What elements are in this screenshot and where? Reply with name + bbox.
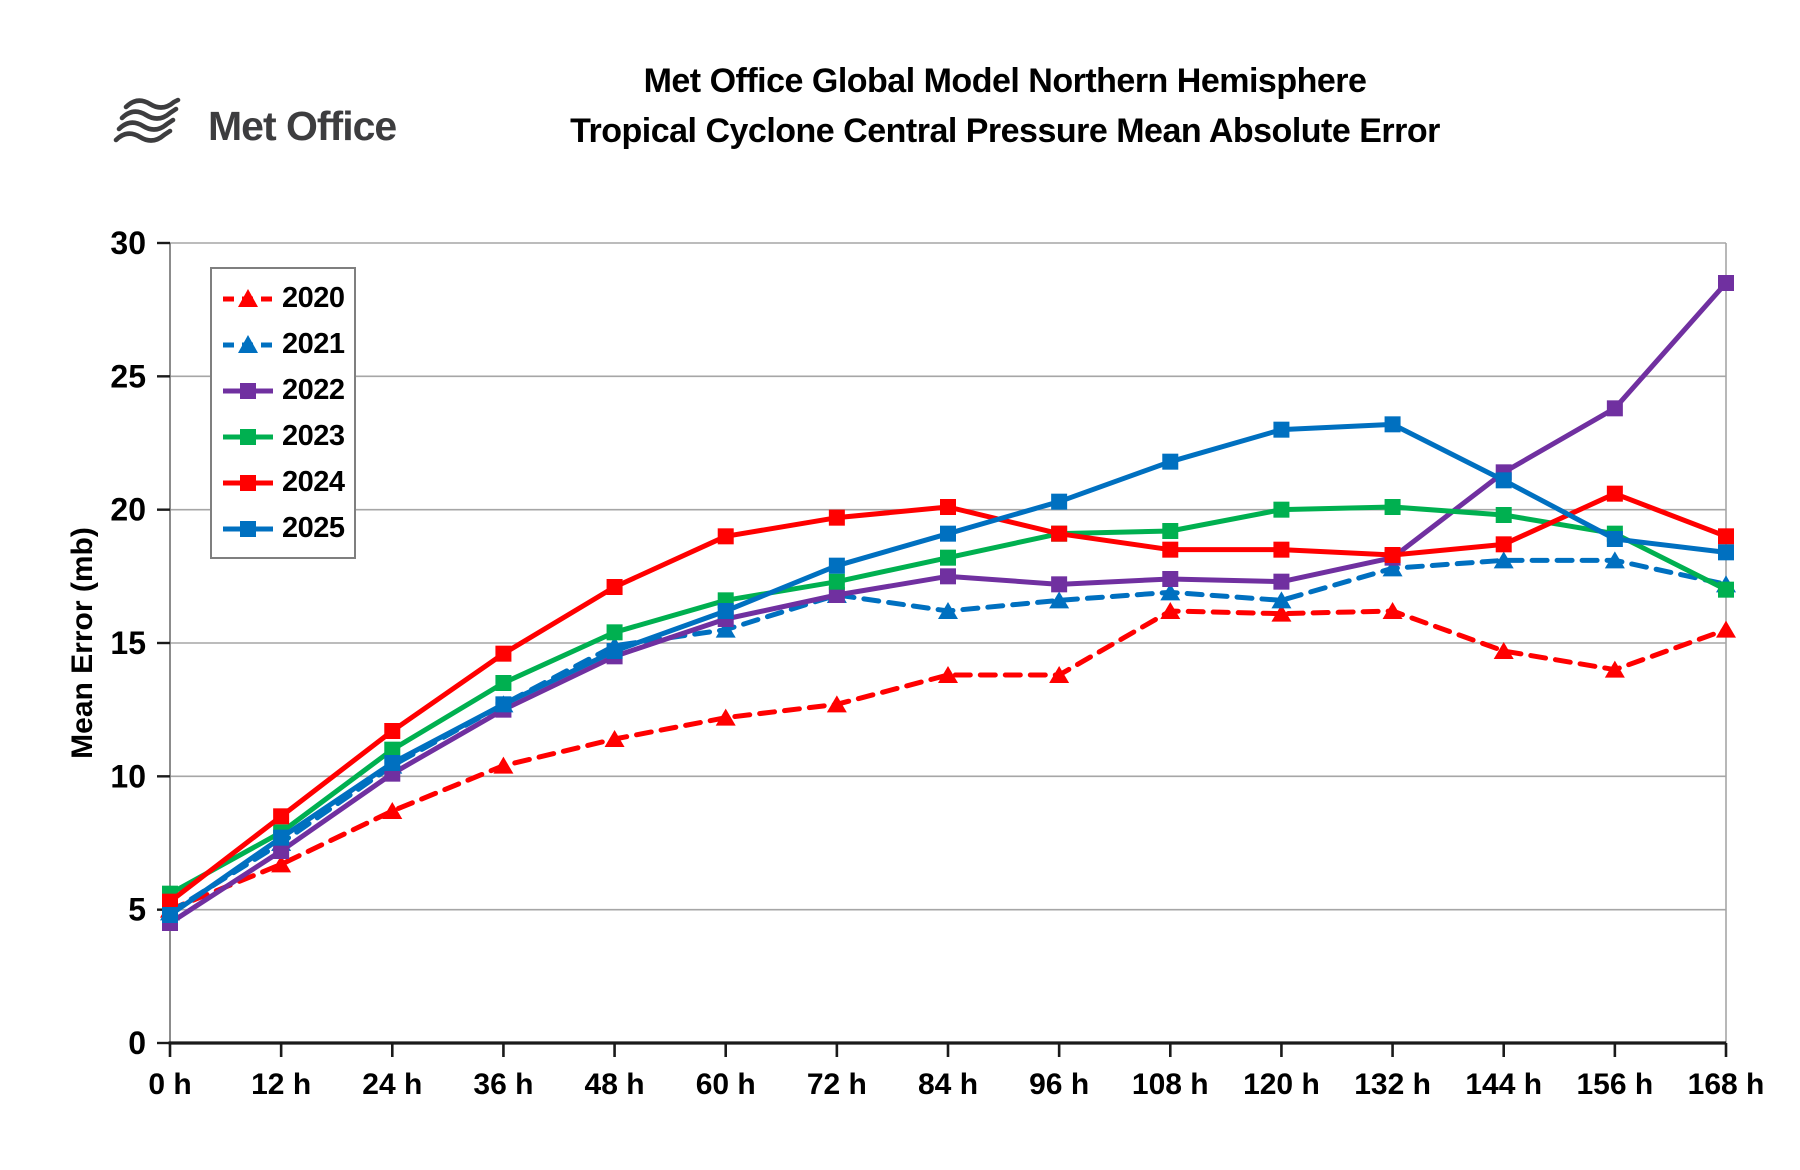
chart-title: Met Office Global Model Northern Hemisph… [570, 56, 1440, 156]
x-tick-label: 0 h [148, 1068, 191, 1101]
legend: 2020 2021 2022 2023 2024 2025 [210, 267, 356, 559]
axis-ticks [157, 241, 1728, 1057]
legend-item-2021: 2021 [222, 324, 354, 364]
y-tick-label: 25 [110, 358, 146, 394]
legend-label-2021: 2021 [282, 327, 345, 360]
chart-title-line1: Met Office Global Model Northern Hemisph… [643, 62, 1367, 100]
x-tick-label: 48 h [585, 1068, 645, 1101]
y-tick-label: 20 [110, 492, 146, 528]
x-tick-label: 60 h [696, 1068, 756, 1101]
y-tick-label: 5 [128, 892, 146, 928]
legend-label-2025: 2025 [282, 511, 345, 544]
series-2025 [162, 416, 1734, 923]
series-markers-2025 [162, 416, 1734, 923]
x-tick-label: 24 h [362, 1068, 422, 1101]
legend-solid-square-sample-icon [223, 521, 273, 537]
x-tick-label: 96 h [1029, 1068, 1089, 1101]
met-office-logo-text: Met Office [208, 102, 397, 149]
met-office-logo: Met Office [112, 96, 397, 156]
legend-item-2020: 2020 [222, 278, 354, 318]
legend-label-2020: 2020 [282, 281, 345, 314]
legend-item-2022: 2022 [222, 370, 354, 410]
series-2024 [162, 485, 1734, 910]
legend-dashed-triangle-sample-icon [223, 335, 273, 353]
chart-title-line2: Tropical Cyclone Central Pressure Mean A… [570, 112, 1440, 150]
series-2023 [162, 499, 1734, 902]
y-tick-label: 0 [128, 1025, 146, 1061]
x-tick-label: 36 h [473, 1068, 533, 1101]
legend-solid-square-sample-icon [223, 429, 273, 445]
legend-label-2023: 2023 [282, 419, 345, 452]
legend-item-2025: 2025 [222, 508, 354, 548]
series-line-2020 [167, 608, 1729, 913]
x-tick-label: 144 h [1465, 1068, 1542, 1101]
legend-item-2023: 2023 [222, 416, 354, 456]
x-tick-label: 108 h [1132, 1068, 1209, 1101]
legend-solid-square-sample-icon [223, 383, 273, 399]
legend-label-2024: 2024 [282, 465, 345, 498]
met-office-waves-icon [113, 97, 181, 143]
legend-solid-square-sample-icon [223, 475, 273, 491]
legend-item-2024: 2024 [222, 462, 354, 502]
x-tick-label: 132 h [1354, 1068, 1431, 1101]
legend-label-2022: 2022 [282, 373, 345, 406]
x-tick-label: 156 h [1576, 1068, 1653, 1101]
y-tick-label: 30 [110, 225, 146, 261]
x-tick-label: 168 h [1688, 1068, 1765, 1101]
y-tick-label: 15 [110, 625, 146, 661]
x-tick-label: 84 h [918, 1068, 978, 1101]
legend-dashed-triangle-sample-icon [223, 289, 273, 307]
y-tick-label: 10 [110, 758, 146, 794]
x-tick-label: 120 h [1243, 1068, 1320, 1101]
y-axis-title: Mean Error (mb) [66, 527, 99, 759]
series-markers-2024 [162, 485, 1734, 910]
x-tick-label: 72 h [807, 1068, 867, 1101]
x-tick-label: 12 h [251, 1068, 311, 1101]
y-tick-labels: 0 5 10 15 20 25 30 [110, 225, 146, 1061]
x-tick-labels: 0 h 12 h 24 h 36 h 48 h 60 h 72 h 84 h 96 h 108 h… [148, 1068, 1764, 1101]
